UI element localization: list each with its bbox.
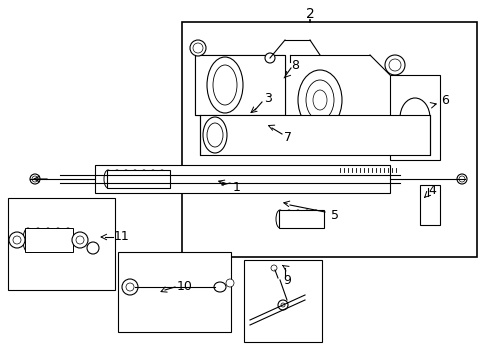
Ellipse shape bbox=[281, 303, 285, 307]
Ellipse shape bbox=[206, 57, 243, 113]
Text: 5: 5 bbox=[330, 208, 338, 221]
Text: 8: 8 bbox=[290, 59, 298, 72]
Ellipse shape bbox=[388, 59, 400, 71]
Bar bbox=[279, 210, 324, 228]
Ellipse shape bbox=[303, 210, 310, 228]
Ellipse shape bbox=[122, 279, 138, 295]
Ellipse shape bbox=[76, 236, 84, 244]
Ellipse shape bbox=[87, 242, 99, 254]
Ellipse shape bbox=[131, 170, 139, 188]
Ellipse shape bbox=[412, 103, 426, 117]
Ellipse shape bbox=[311, 210, 319, 228]
Ellipse shape bbox=[149, 170, 157, 188]
Ellipse shape bbox=[312, 90, 326, 110]
Text: 4: 4 bbox=[427, 184, 435, 197]
Ellipse shape bbox=[63, 228, 73, 252]
Bar bbox=[118, 252, 230, 332]
Text: 10: 10 bbox=[177, 280, 193, 293]
Bar bbox=[95, 165, 389, 193]
Ellipse shape bbox=[206, 123, 223, 147]
Bar bbox=[8, 198, 115, 290]
Bar bbox=[107, 170, 170, 188]
Text: 7: 7 bbox=[284, 131, 291, 144]
Ellipse shape bbox=[305, 80, 333, 120]
Ellipse shape bbox=[33, 228, 43, 252]
Ellipse shape bbox=[399, 98, 429, 138]
Text: 6: 6 bbox=[440, 94, 448, 107]
Ellipse shape bbox=[225, 279, 234, 287]
Ellipse shape bbox=[32, 176, 38, 182]
Ellipse shape bbox=[122, 170, 130, 188]
Ellipse shape bbox=[285, 210, 292, 228]
Ellipse shape bbox=[9, 232, 25, 248]
Ellipse shape bbox=[293, 210, 302, 228]
Ellipse shape bbox=[411, 87, 427, 103]
Ellipse shape bbox=[158, 170, 165, 188]
Ellipse shape bbox=[275, 210, 284, 228]
Text: 1: 1 bbox=[233, 180, 241, 194]
Ellipse shape bbox=[409, 122, 429, 138]
Bar bbox=[25, 228, 73, 252]
Bar bbox=[195, 55, 285, 115]
Ellipse shape bbox=[53, 228, 63, 252]
Ellipse shape bbox=[203, 117, 226, 153]
Ellipse shape bbox=[278, 300, 287, 310]
Ellipse shape bbox=[190, 40, 205, 56]
Ellipse shape bbox=[30, 174, 40, 184]
Text: 11: 11 bbox=[114, 230, 130, 243]
Ellipse shape bbox=[13, 236, 21, 244]
Text: 2: 2 bbox=[305, 7, 314, 21]
Text: 9: 9 bbox=[283, 274, 290, 287]
Ellipse shape bbox=[193, 43, 203, 53]
Ellipse shape bbox=[384, 55, 404, 75]
Ellipse shape bbox=[213, 65, 237, 105]
Ellipse shape bbox=[297, 70, 341, 130]
Ellipse shape bbox=[214, 282, 225, 292]
Bar bbox=[419, 185, 439, 225]
Bar bbox=[389, 75, 439, 160]
Ellipse shape bbox=[72, 232, 88, 248]
Bar bbox=[195, 55, 285, 115]
Text: 3: 3 bbox=[264, 91, 271, 104]
Bar bbox=[200, 115, 429, 155]
Ellipse shape bbox=[126, 283, 134, 291]
Ellipse shape bbox=[43, 228, 53, 252]
Ellipse shape bbox=[270, 265, 276, 271]
Ellipse shape bbox=[264, 53, 274, 63]
Ellipse shape bbox=[458, 176, 464, 182]
Ellipse shape bbox=[140, 170, 148, 188]
Ellipse shape bbox=[113, 170, 121, 188]
Bar bbox=[182, 22, 476, 257]
Ellipse shape bbox=[104, 170, 112, 188]
Ellipse shape bbox=[456, 174, 466, 184]
Bar bbox=[244, 260, 321, 342]
Ellipse shape bbox=[23, 228, 33, 252]
